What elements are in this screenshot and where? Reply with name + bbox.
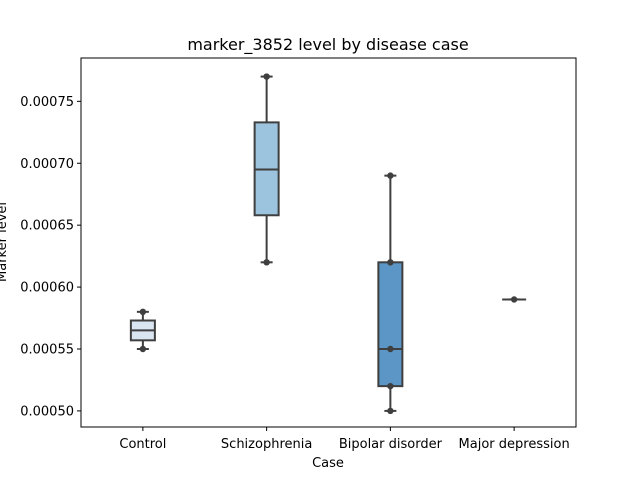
y-tick-label: 0.00075 bbox=[20, 95, 74, 110]
data-point bbox=[387, 259, 394, 266]
y-tick-label: 0.00065 bbox=[20, 219, 74, 234]
y-tick-label: 0.00050 bbox=[20, 404, 74, 419]
data-point bbox=[387, 172, 394, 179]
data-point bbox=[387, 382, 394, 390]
box-iqr bbox=[377, 261, 404, 388]
box-group bbox=[253, 73, 280, 266]
box-group bbox=[377, 172, 404, 415]
y-tick-label: 0.00055 bbox=[20, 342, 74, 357]
data-point bbox=[139, 345, 147, 353]
plot-area-frame bbox=[80, 57, 577, 428]
x-tick-label: Major depression bbox=[459, 437, 570, 452]
x-axis-label: Case bbox=[312, 456, 344, 471]
chart-title: marker_3852 level by disease case bbox=[187, 35, 468, 55]
data-point bbox=[263, 259, 270, 266]
data-point bbox=[263, 73, 270, 80]
x-tick-label: Control bbox=[119, 437, 166, 452]
data-point bbox=[510, 296, 518, 303]
y-axis-label: Marker level bbox=[0, 202, 10, 282]
data-point bbox=[139, 308, 147, 316]
y-axis: 0.00050 0.00055 0.00060 0.00065 0.00070 0.000… bbox=[20, 95, 81, 419]
x-tick-label: Schizophrenia bbox=[221, 437, 312, 452]
x-tick-label: Bipolar disorder bbox=[339, 437, 443, 452]
box-group bbox=[502, 296, 527, 303]
data-point bbox=[387, 407, 394, 415]
box-series bbox=[129, 73, 527, 415]
y-tick-label: 0.00070 bbox=[20, 157, 74, 172]
data-point bbox=[387, 345, 394, 353]
box-group bbox=[129, 308, 156, 353]
x-axis: Control Schizophrenia Bipolar disorder Majo… bbox=[119, 427, 570, 452]
y-tick-label: 0.00060 bbox=[20, 281, 74, 296]
